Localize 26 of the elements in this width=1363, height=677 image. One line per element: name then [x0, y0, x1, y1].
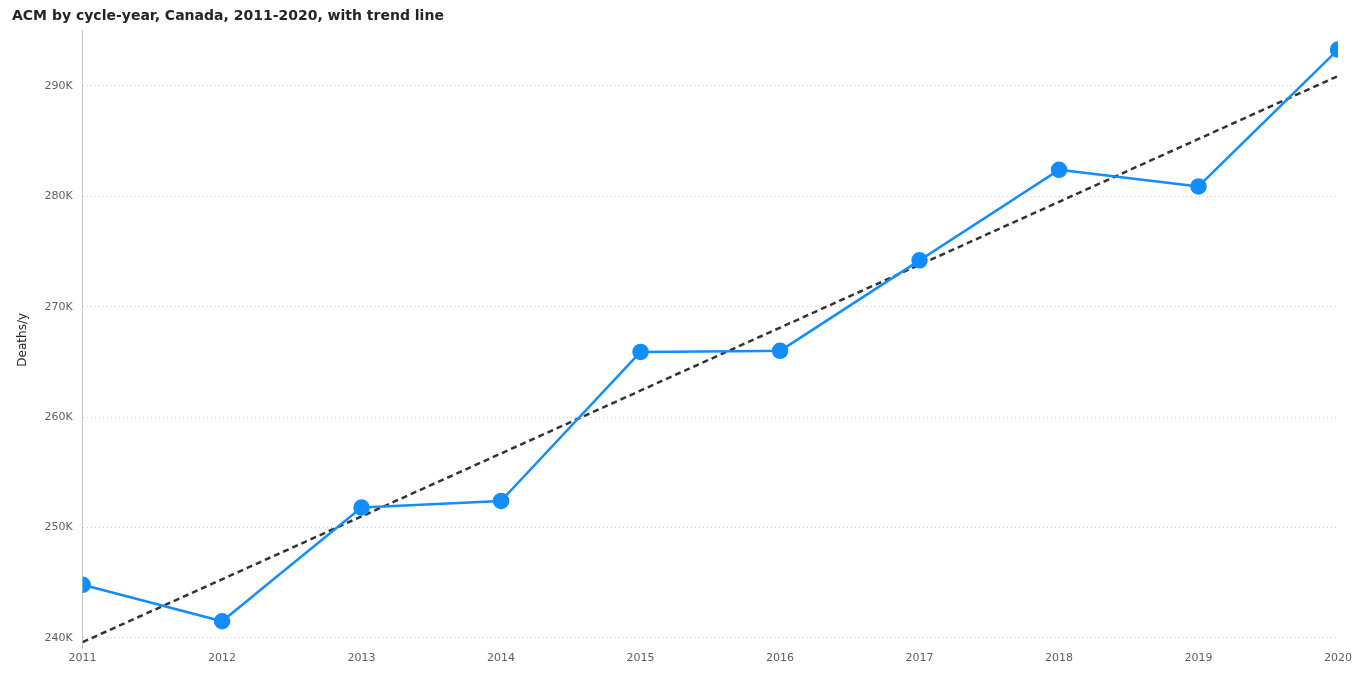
x-tick-label: 2017 — [905, 651, 934, 665]
y-axis-title: Deaths/y — [15, 312, 30, 367]
x-tick-label: 2013 — [347, 651, 376, 665]
point — [632, 343, 649, 361]
point — [213, 612, 231, 630]
point — [911, 252, 928, 269]
y-tick-label: 250K — [44, 520, 74, 534]
x-tick-label: 2020 — [1324, 651, 1352, 665]
y-tick-label: 270K — [44, 299, 74, 313]
x-tick-label: 2019 — [1184, 651, 1213, 665]
y-tick-label: 290K — [44, 78, 74, 92]
point — [1050, 161, 1068, 179]
x-tick-label: 2012 — [208, 651, 237, 665]
x-tick-label: 2014 — [487, 651, 516, 665]
y-tick-label: 280K — [44, 189, 74, 203]
y-tick-label: 240K — [44, 630, 74, 644]
x-tick-label: 2011 — [68, 651, 97, 665]
point — [353, 499, 370, 516]
x-tick-label: 2015 — [626, 651, 655, 665]
point — [771, 342, 789, 360]
x-tick-label: 2016 — [766, 651, 795, 665]
point — [1190, 178, 1207, 195]
point — [492, 492, 510, 510]
x-tick-label: 2018 — [1045, 651, 1074, 665]
chart-title: ACM by cycle-year, Canada, 2011-2020, with trend line — [12, 7, 444, 24]
y-tick-label: 260K — [44, 409, 74, 423]
